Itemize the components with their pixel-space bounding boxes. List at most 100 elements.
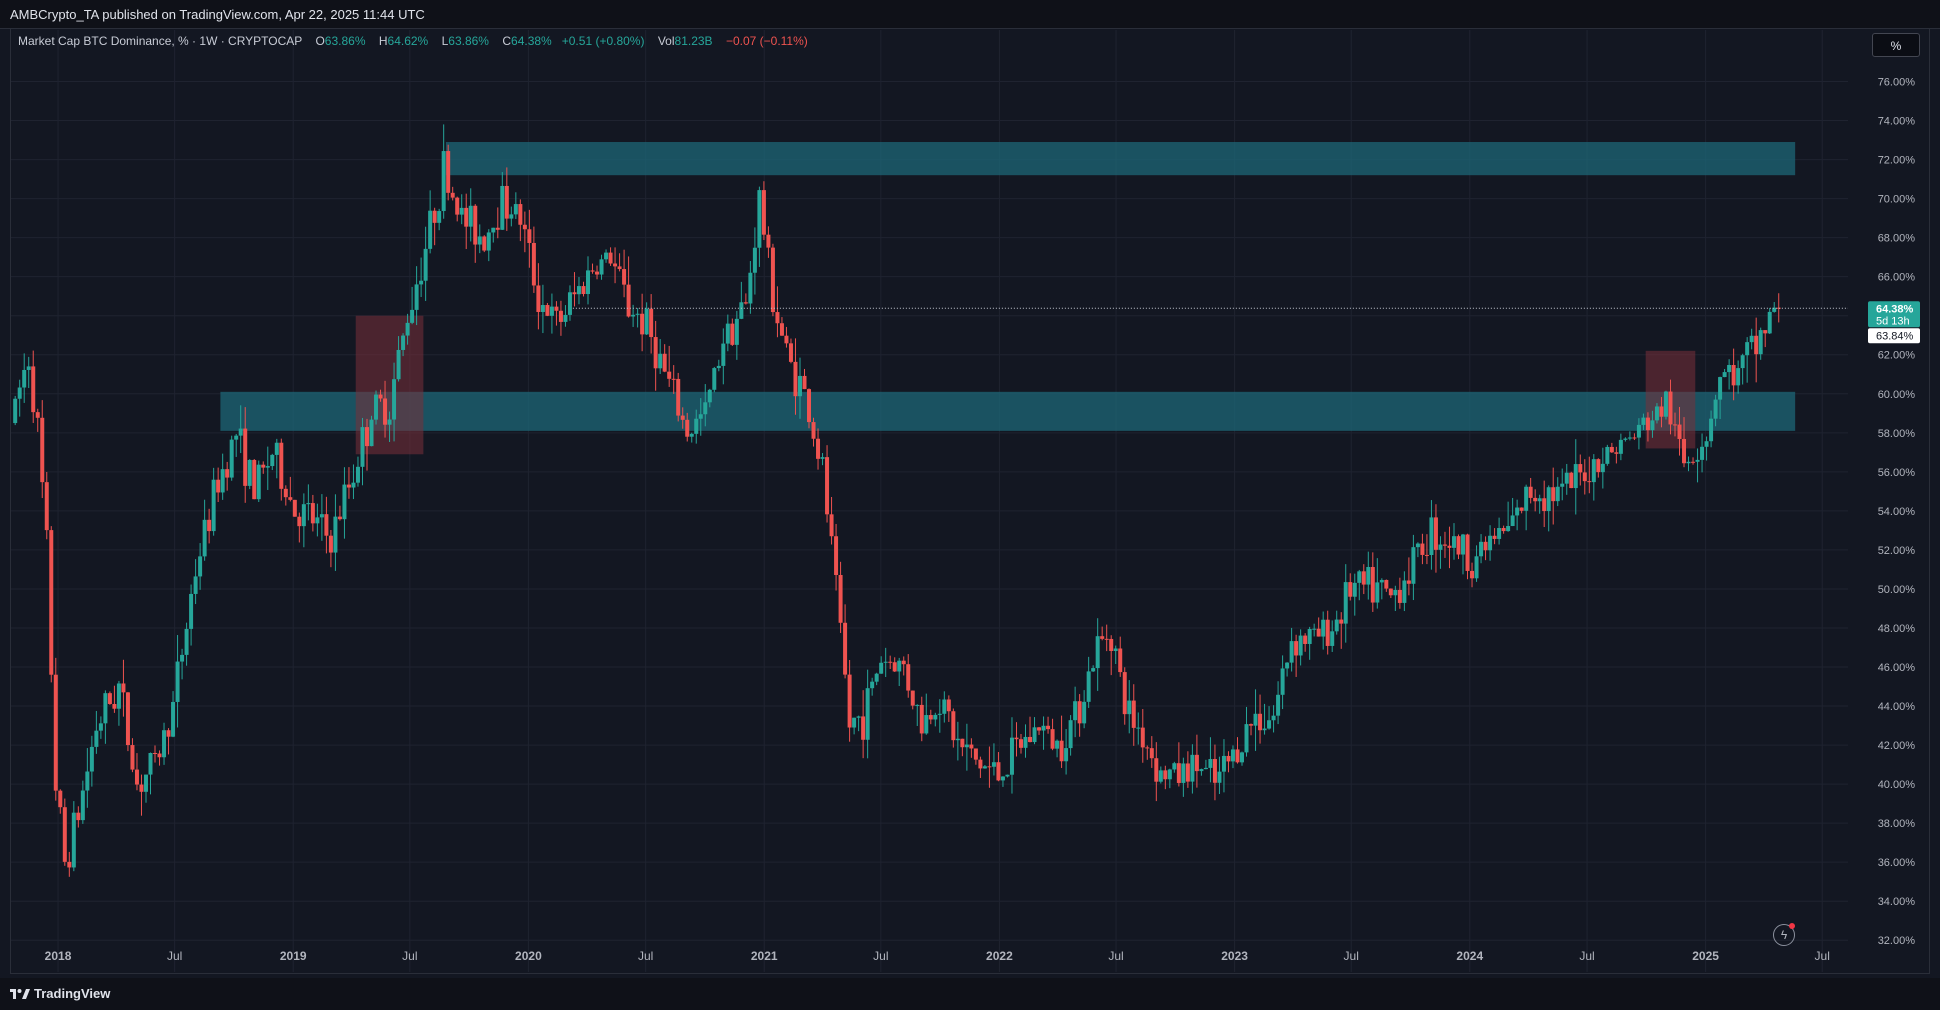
y-tick-label: 54.00%	[1878, 506, 1916, 518]
tradingview-brand[interactable]: TradingView	[34, 986, 111, 1001]
y-tick-label: 40.00%	[1878, 779, 1916, 791]
candle-body	[861, 716, 866, 740]
candle-body	[1348, 582, 1353, 597]
candle-body	[1307, 629, 1312, 644]
candle-body	[1028, 736, 1033, 743]
candle-body	[455, 197, 460, 215]
candle-body	[1470, 570, 1475, 579]
candle-body	[1158, 770, 1163, 782]
candle-body	[193, 576, 198, 594]
candle-body	[58, 790, 63, 808]
candle-body	[13, 398, 18, 424]
lightning-icon[interactable]: ϟ	[1773, 924, 1795, 946]
candle-body	[486, 232, 491, 251]
candle-body	[468, 205, 473, 227]
x-tick-label: Jul	[1815, 949, 1830, 963]
candle-body	[1095, 636, 1100, 669]
candle-body	[143, 774, 148, 792]
candle-body	[658, 353, 663, 369]
candle-body	[112, 703, 117, 709]
x-tick-label: 2021	[751, 949, 778, 963]
candle-body	[171, 701, 176, 737]
candle-body	[1641, 417, 1646, 425]
chart-pane[interactable]	[10, 28, 1930, 974]
candle-body	[148, 752, 153, 775]
candle-body	[1018, 739, 1023, 748]
candle-body	[351, 482, 356, 488]
candle-body	[220, 469, 225, 493]
candle-body	[712, 368, 717, 390]
candle-body	[915, 704, 920, 706]
candle-body	[89, 746, 94, 772]
candle-body	[946, 699, 951, 712]
volume-label: Vol	[657, 34, 675, 48]
candle-body	[76, 812, 81, 821]
candle-body	[1596, 459, 1601, 473]
candle-body	[987, 766, 992, 768]
candle-body	[1727, 364, 1732, 373]
candle-body	[1402, 580, 1407, 603]
candle-body	[509, 214, 514, 219]
candle-body	[252, 459, 257, 500]
candle-body	[459, 207, 464, 215]
x-tick-label: 2018	[45, 949, 72, 963]
candle-body	[477, 236, 482, 245]
candle-body	[933, 714, 938, 720]
candle-body	[1009, 737, 1014, 775]
candle-body	[1433, 517, 1438, 550]
candle-body	[613, 263, 618, 267]
candle-body	[1339, 619, 1344, 624]
candle-body	[1086, 671, 1091, 702]
candle-body	[892, 662, 897, 672]
candle-body	[157, 753, 162, 758]
candle-body	[401, 335, 406, 350]
candle-body	[207, 519, 212, 532]
candle-body	[53, 674, 58, 791]
candle-body	[721, 343, 726, 366]
candle-body	[288, 497, 293, 500]
candle-body	[162, 730, 167, 758]
candle-body	[1082, 701, 1087, 724]
candle-body	[1109, 638, 1114, 651]
candle-body	[139, 784, 144, 792]
candle-body	[793, 361, 798, 397]
candle-body	[1600, 463, 1605, 473]
candle-body	[1352, 582, 1357, 597]
candle-body	[238, 428, 243, 436]
candle-body	[1736, 368, 1741, 386]
candle-body	[567, 292, 572, 315]
candle-body	[1700, 446, 1705, 460]
tradingview-logo-icon[interactable]	[10, 987, 30, 1001]
candle-body	[1537, 498, 1542, 502]
candle-body	[1181, 763, 1186, 783]
percent-scale-button[interactable]: %	[1872, 33, 1920, 57]
candle-body	[586, 270, 591, 295]
candle-body	[292, 499, 297, 517]
candle-body	[270, 454, 275, 467]
candle-body	[1474, 556, 1479, 579]
candle-body	[310, 503, 315, 524]
candle-body	[1091, 668, 1096, 672]
candle-body	[121, 683, 126, 693]
candle-body	[730, 323, 735, 345]
candle-body	[1212, 759, 1217, 783]
candle-body	[1136, 727, 1141, 729]
change-value: +0.51 (+0.80%)	[561, 34, 645, 48]
candle-body	[1357, 571, 1362, 583]
candle-body	[1393, 589, 1398, 596]
candle-body	[667, 371, 672, 379]
candle-body	[1005, 774, 1010, 777]
candle-body	[531, 242, 536, 286]
current-price-badge	[1868, 301, 1920, 328]
candle-body	[1032, 727, 1037, 743]
candle-body	[847, 674, 852, 728]
candle-body	[134, 769, 139, 785]
candle-body	[414, 284, 419, 310]
candle-body	[62, 807, 67, 862]
candle-body	[428, 210, 433, 249]
candle-body	[1258, 713, 1263, 731]
candle-body	[748, 272, 753, 304]
candle-body	[852, 717, 857, 728]
symbol-name[interactable]: Market Cap BTC Dominance, % · 1W · CRYPT…	[18, 34, 303, 48]
